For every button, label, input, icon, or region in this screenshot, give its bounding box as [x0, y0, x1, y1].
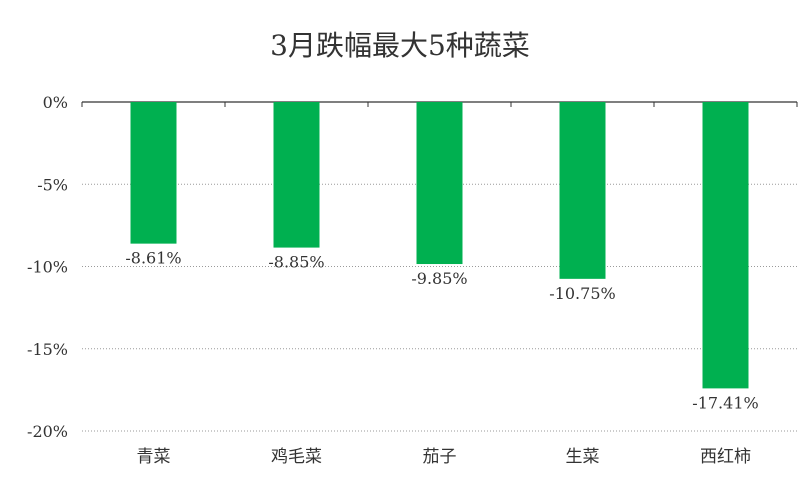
- data-label: -17.41%: [692, 393, 758, 412]
- y-tick-label: 0%: [43, 93, 68, 112]
- x-tick-label: 生菜: [566, 447, 600, 467]
- data-labels: -8.61% -8.85% -9.85% -10.75% -17.41%: [125, 249, 758, 413]
- x-tick-label: 茄子: [423, 447, 457, 467]
- data-label: -8.85%: [268, 253, 324, 272]
- bar: [130, 102, 177, 244]
- bars: [130, 102, 749, 389]
- x-axis-tick-labels: 青菜 鸡毛菜 茄子 生菜 西红柿: [137, 447, 752, 467]
- bar: [416, 102, 463, 265]
- x-tick-label: 青菜: [137, 447, 171, 467]
- data-label: -9.85%: [411, 269, 467, 288]
- y-tick-label: -10%: [27, 258, 68, 277]
- y-tick-label: -15%: [27, 340, 68, 359]
- x-tick-label: 鸡毛菜: [271, 447, 322, 467]
- data-label: -10.75%: [549, 284, 615, 303]
- y-tick-label: -5%: [37, 175, 68, 194]
- y-tick-label: -20%: [27, 422, 68, 441]
- y-axis-tick-labels: 0% -5% -10% -15% -20%: [27, 93, 68, 441]
- bar: [273, 102, 320, 248]
- chart-title: 3月跌幅最大5种蔬菜: [270, 29, 530, 62]
- bar: [559, 102, 606, 279]
- bar: [702, 102, 749, 389]
- data-label: -8.61%: [125, 249, 181, 268]
- x-tick-label: 西红柿: [700, 447, 751, 467]
